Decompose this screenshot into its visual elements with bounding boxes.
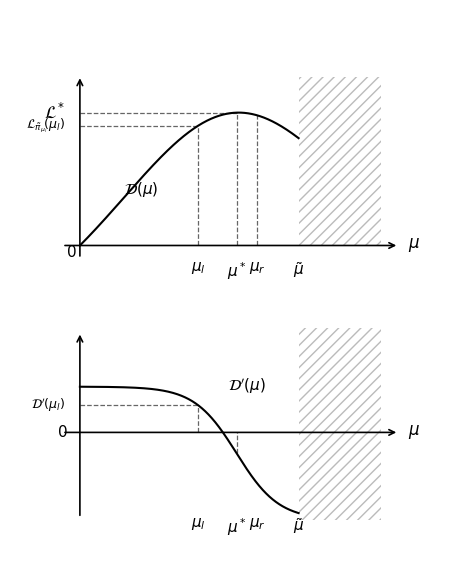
- Text: $\mathcal{L}^*$: $\mathcal{L}^*$: [44, 103, 65, 122]
- Text: $\mathcal{D}(\mu)$: $\mathcal{D}(\mu)$: [124, 180, 159, 199]
- Text: $\tilde{\mu}$: $\tilde{\mu}$: [293, 260, 304, 280]
- Text: $\mathcal{L}_{\tilde{\pi}_{\mu_l}}\!(\mu_l)$: $\mathcal{L}_{\tilde{\pi}_{\mu_l}}\!(\mu…: [26, 117, 65, 135]
- Text: $\mathcal{D}'(\mu_l)$: $\mathcal{D}'(\mu_l)$: [31, 397, 65, 414]
- Bar: [299, 77, 381, 245]
- Text: $\mathcal{D}'(\mu)$: $\mathcal{D}'(\mu)$: [228, 377, 266, 397]
- Text: 0: 0: [68, 245, 77, 260]
- Text: $\mu^*$: $\mu^*$: [227, 260, 247, 282]
- Text: $\tilde{\mu}$: $\tilde{\mu}$: [293, 516, 304, 536]
- Text: $\mu_r$: $\mu_r$: [249, 516, 266, 533]
- Text: $\mu_r$: $\mu_r$: [249, 260, 266, 276]
- Bar: [299, 328, 381, 520]
- Text: $\mu_l$: $\mu_l$: [191, 516, 206, 533]
- Text: $\mu$: $\mu$: [408, 237, 420, 255]
- Text: $\mu_l$: $\mu_l$: [191, 260, 206, 276]
- Text: 0: 0: [58, 425, 68, 440]
- Text: $\mu^*$: $\mu^*$: [227, 516, 247, 538]
- Text: $\mu$: $\mu$: [408, 423, 420, 442]
